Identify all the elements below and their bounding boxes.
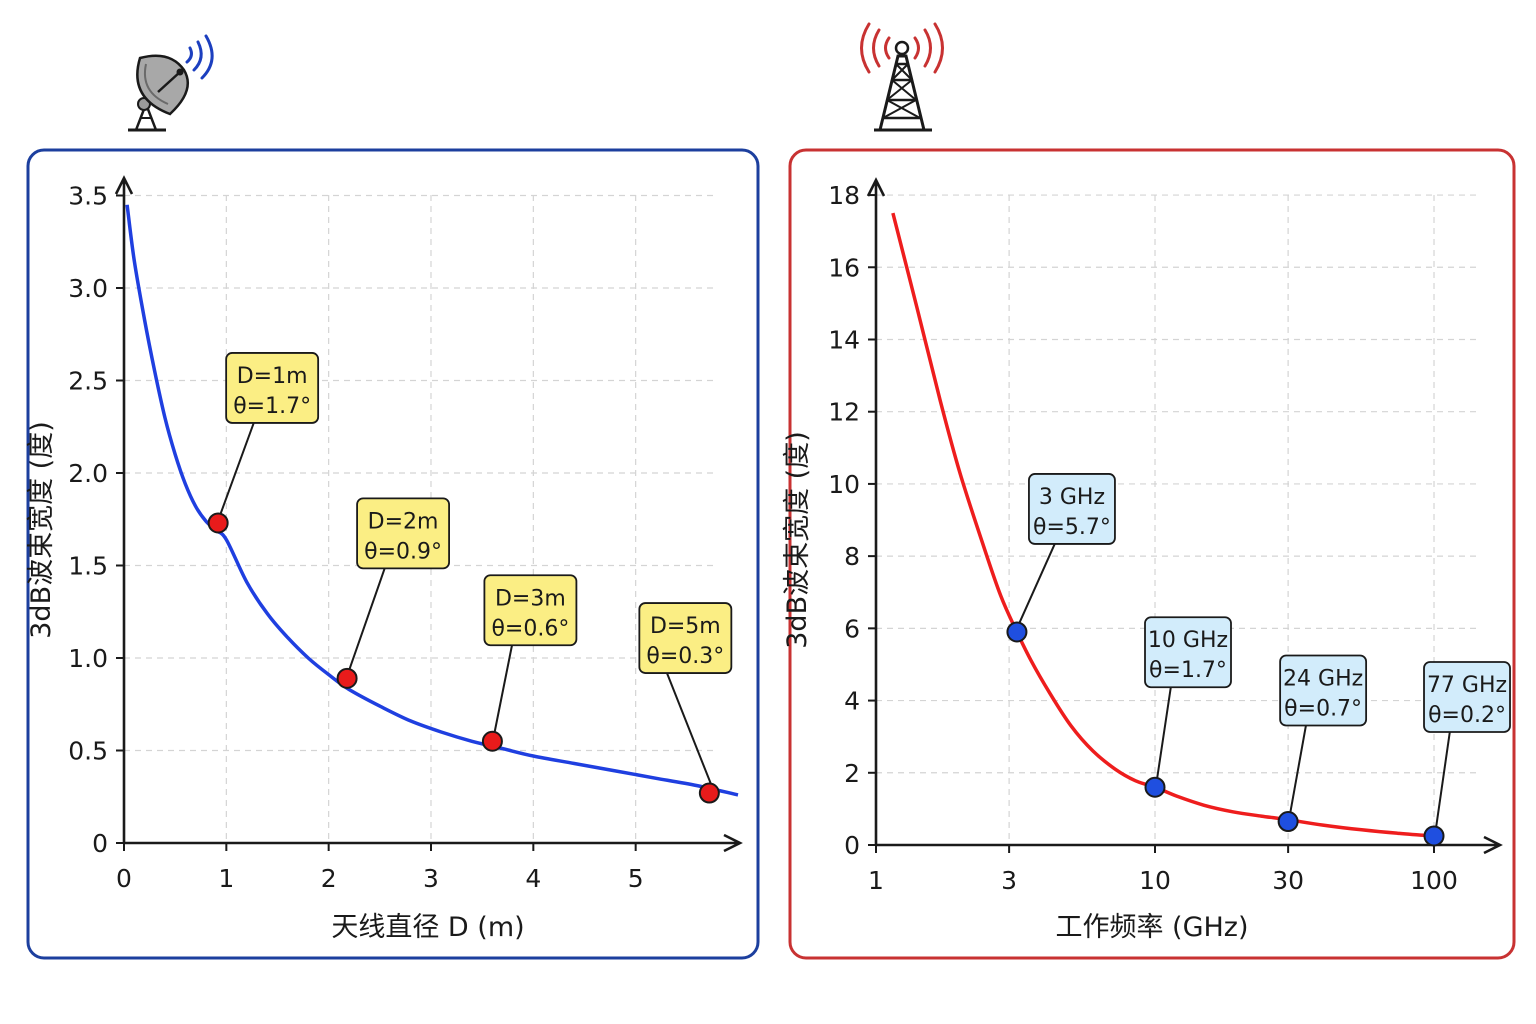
y-tick-label: 2.0: [68, 459, 108, 488]
callout-4: 77 GHz θ=0.2°: [1423, 661, 1511, 829]
callout-line2: θ=1.7°: [233, 394, 311, 419]
y-tick-label: 3.0: [68, 274, 108, 303]
x-tick-labels: 0 1 2 3 4 5: [116, 843, 644, 893]
callout-box: [483, 574, 578, 647]
callout-box: [225, 352, 320, 424]
data-point: [1144, 776, 1166, 798]
y-tick-labels: 0 2 4 6 8 10 12 14 16 18: [828, 181, 876, 860]
y-tick-label: 16: [828, 253, 860, 282]
x-tick-label: 5: [628, 864, 644, 893]
chart-panel-diameter: 0 1 2 3 4 5 0 0.5 1.0 1.5 2.0 2.5 3.0 3.5 D=1m θ=1.7°…: [26, 148, 760, 960]
callout-line1: 10 GHz: [1148, 628, 1228, 653]
x-tick-label: 100: [1410, 866, 1458, 895]
data-point: [1277, 811, 1299, 833]
y-tick-label: 18: [828, 181, 860, 210]
callout-line2: θ=0.2°: [1428, 703, 1506, 728]
data-point: [481, 730, 503, 752]
x-tick-label: 3: [1001, 866, 1017, 895]
y-tick-label: 6: [844, 614, 860, 643]
callout-leader: [493, 645, 513, 734]
callout-leader: [1018, 543, 1056, 625]
callout-2: D=2m θ=0.9°: [348, 497, 450, 671]
data-point: [698, 782, 720, 804]
callout-box: [1144, 616, 1232, 689]
y-tick-label: 4: [844, 687, 860, 716]
callout-line1: 77 GHz: [1427, 673, 1507, 698]
x-tick-label: 1: [868, 866, 884, 895]
data-point: [207, 512, 229, 534]
x-tick-labels: 1 3 10 30 100: [868, 845, 1458, 895]
y-axis-label: 3dB波束宽度 (度): [782, 431, 813, 649]
callout-line1: 3 GHz: [1039, 485, 1105, 510]
y-tick-label: 0: [92, 829, 108, 858]
y-axis: [866, 177, 886, 845]
callout-line1: D=1m: [237, 364, 308, 389]
panel-frame: [788, 148, 1516, 960]
callout-box: [1423, 661, 1511, 733]
y-axis: [114, 175, 134, 843]
callout-line1: D=5m: [650, 614, 721, 639]
panel-frame: [26, 148, 760, 960]
grid: [876, 194, 1478, 845]
y-axis-label: 3dB波束宽度 (度): [26, 421, 57, 639]
y-tick-label: 1.0: [68, 644, 108, 673]
callout-box: [638, 602, 733, 674]
data-points: 3 GHz θ=5.7° 10 GHz θ=1.7° 24 GHz θ=0.7° 77 GH…: [1006, 473, 1511, 847]
chart-panel-frequency: 1 3 10 30 100 0 2 4 6 8 10 12 14 16 18 3 GHz θ=5.7° 10 …: [782, 148, 1516, 960]
y-tick-label: 1.5: [68, 552, 108, 581]
callout-4: D=5m θ=0.3°: [638, 602, 733, 786]
callout-line2: θ=5.7°: [1033, 515, 1111, 540]
x-axis-label: 工作频率 (GHz): [1055, 912, 1248, 943]
callout-line2: θ=0.9°: [364, 539, 442, 564]
callout-line2: θ=0.6°: [491, 616, 569, 641]
data-curve: [125, 204, 739, 797]
y-tick-label: 2.5: [68, 367, 108, 396]
x-tick-label: 30: [1272, 866, 1304, 895]
x-tick-label: 1: [218, 864, 234, 893]
callout-line2: θ=0.3°: [646, 644, 724, 669]
x-tick-label: 2: [321, 864, 337, 893]
x-tick-label: 3: [423, 864, 439, 893]
radio-tower-icon: [860, 22, 944, 132]
callout-leader: [1289, 725, 1307, 814]
data-point: [1006, 621, 1028, 643]
callout-leader: [1156, 687, 1172, 780]
data-point: [336, 667, 358, 689]
callout-line1: D=2m: [368, 509, 439, 534]
callout-line1: 24 GHz: [1283, 667, 1363, 692]
callout-1: 3 GHz θ=5.7°: [1018, 473, 1116, 625]
x-axis-label: 天线直径 D (m): [331, 912, 524, 943]
callout-leader: [666, 672, 713, 786]
callout-leader: [348, 568, 386, 671]
y-tick-labels: 0 0.5 1.0 1.5 2.0 2.5 3.0 3.5: [68, 182, 124, 858]
y-tick-label: 0.5: [68, 737, 108, 766]
x-tick-label: 0: [116, 864, 132, 893]
callout-line1: D=3m: [495, 586, 566, 611]
callout-leader: [219, 422, 255, 516]
satellite-dish-icon: [128, 34, 214, 132]
callout-2: 10 GHz θ=1.7°: [1144, 616, 1232, 780]
x-tick-label: 4: [525, 864, 541, 893]
data-point: [1423, 825, 1445, 847]
callout-leader: [1435, 731, 1451, 829]
callout-line2: θ=0.7°: [1284, 697, 1362, 722]
callout-box: [356, 497, 450, 570]
y-tick-label: 12: [828, 398, 860, 427]
y-tick-label: 3.5: [68, 182, 108, 211]
callout-line2: θ=1.7°: [1149, 658, 1227, 683]
data-points: D=1m θ=1.7° D=2m θ=0.9° D=3m θ=0.6° D=5m θ=0.3°: [207, 352, 733, 804]
callout-3: D=3m θ=0.6°: [483, 574, 578, 734]
y-tick-label: 14: [828, 325, 860, 354]
x-tick-label: 10: [1139, 866, 1171, 895]
y-tick-label: 8: [844, 542, 860, 571]
callout-3: 24 GHz θ=0.7°: [1279, 654, 1368, 814]
y-tick-label: 2: [844, 759, 860, 788]
y-tick-label: 0: [844, 831, 860, 860]
callout-1: D=1m θ=1.7°: [219, 352, 320, 516]
y-tick-label: 10: [828, 470, 860, 499]
callout-box: [1279, 654, 1368, 727]
callout-box: [1028, 473, 1116, 545]
x-axis: [876, 835, 1503, 855]
